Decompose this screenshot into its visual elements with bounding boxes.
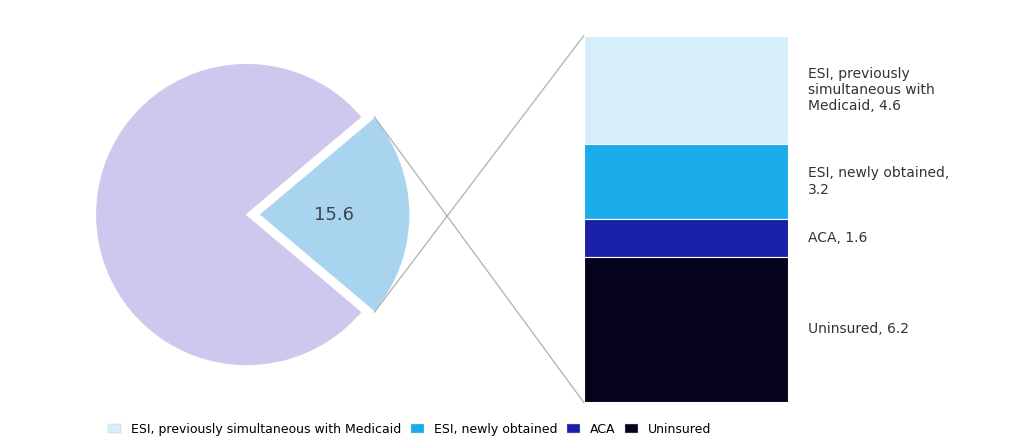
Text: ACA, 1.6: ACA, 1.6 [808, 231, 867, 245]
FancyBboxPatch shape [584, 36, 788, 144]
Text: ESI, previously
simultaneous with
Medicaid, 4.6: ESI, previously simultaneous with Medica… [808, 67, 935, 113]
Wedge shape [259, 117, 410, 312]
Legend: ESI, previously simultaneous with Medicaid, ESI, newly obtained, ACA, Uninsured: ESI, previously simultaneous with Medica… [103, 418, 716, 441]
Text: 15.6: 15.6 [314, 206, 354, 224]
Text: Uninsured, 6.2: Uninsured, 6.2 [808, 322, 908, 337]
FancyBboxPatch shape [584, 257, 788, 402]
Wedge shape [95, 63, 362, 366]
Text: ESI, newly obtained,
3.2: ESI, newly obtained, 3.2 [808, 166, 949, 197]
FancyBboxPatch shape [584, 144, 788, 219]
FancyBboxPatch shape [584, 219, 788, 257]
